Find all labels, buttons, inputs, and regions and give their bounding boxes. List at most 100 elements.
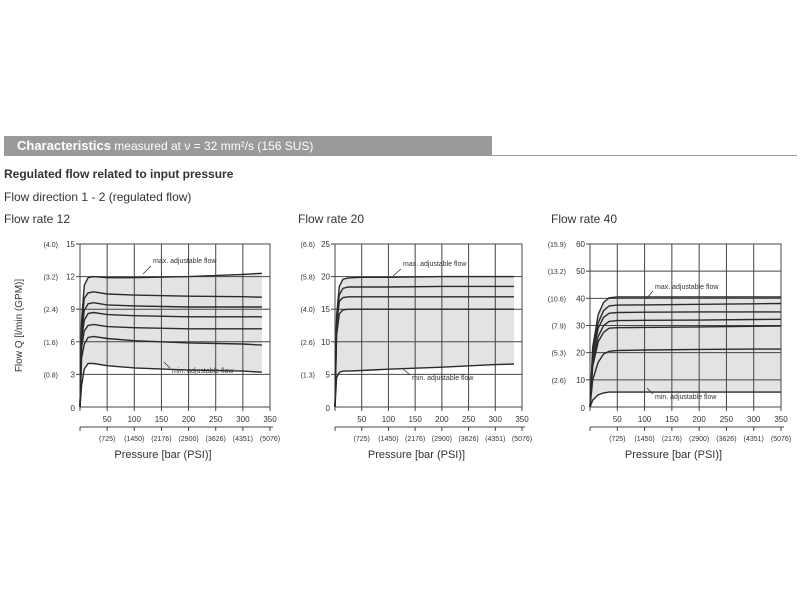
flow-curve	[79, 291, 262, 408]
chart-title-flow-rate-20: Flow rate 20	[298, 212, 365, 226]
min-flow-leader	[646, 387, 654, 395]
flow-curve	[334, 296, 514, 408]
x-tick-label: 350	[263, 415, 277, 424]
x-tick-label: 50	[103, 415, 112, 424]
psi-tick-label: (2176)	[151, 436, 171, 443]
psi-tick-label: (2176)	[405, 436, 425, 443]
flow-curve	[589, 311, 781, 408]
flow-curve	[589, 296, 781, 408]
flow-rate-40-chart: 50 100 150 200 250 300 350 0 10 (2.6) 20 (5.3) 30 (7.…	[548, 240, 791, 461]
y-tick-label: 15	[66, 240, 75, 249]
x-tick-label: 350	[515, 415, 529, 424]
section-title: Regulated flow related to input pressure	[4, 167, 234, 181]
y-tick-label-gpm: (4.0)	[44, 242, 58, 249]
x-tick-label: 350	[774, 415, 788, 424]
x-tick-label: 200	[182, 415, 196, 424]
psi-tick-label: (5076)	[512, 436, 532, 443]
y-tick-label: 50	[576, 267, 585, 276]
flow-curve	[79, 301, 262, 408]
y-tick-label: 12	[66, 273, 75, 282]
x-tick-label: 300	[747, 415, 761, 424]
plot-frame	[589, 243, 782, 408]
psi-tick-label: (3626)	[716, 436, 736, 443]
header-subtitle: measured at ν = 32 mm²/s (156 SUS)	[114, 139, 314, 153]
y-tick-label-gpm: (2.6)	[552, 378, 566, 385]
x-tick-label: 150	[155, 415, 169, 424]
x-tick-label: 100	[128, 415, 142, 424]
y-tick-label: 10	[321, 338, 330, 347]
x-axis-title: Pressure [bar (PSI)]	[368, 449, 465, 461]
flow-curve	[79, 335, 262, 408]
section-subtitle: Flow direction 1 - 2 (regulated flow)	[4, 190, 192, 204]
max-flow-leader	[392, 268, 402, 277]
chart-title-flow-rate-40: Flow rate 40	[551, 212, 618, 226]
y-tick-label: 6	[71, 338, 76, 347]
flow-curve	[79, 323, 262, 408]
flow-curve	[79, 311, 262, 408]
psi-tick-label: (5076)	[260, 436, 280, 443]
min-flow-leader	[401, 367, 411, 376]
x-tick-label: 100	[638, 415, 652, 424]
min-flow-leader	[163, 361, 171, 369]
psi-tick-label: (1450)	[124, 436, 144, 443]
header-title: Characteristics	[17, 138, 111, 153]
max-flow-label: max. adjustable flow	[655, 284, 719, 291]
min-flow-label: min. adjustable flow	[655, 394, 717, 401]
x-tick-label: 250	[720, 415, 734, 424]
y-tick-label: 20	[576, 349, 585, 358]
flow-curve	[79, 272, 262, 408]
y-tick-label-gpm: (1.6)	[44, 340, 58, 347]
flow-curve	[334, 363, 515, 408]
y-tick-label: 60	[576, 240, 585, 249]
flow-curve	[589, 325, 782, 408]
y-tick-label: 10	[576, 376, 585, 385]
x-tick-label: 50	[613, 415, 622, 424]
psi-tick-label: (2176)	[662, 436, 682, 443]
header-divider	[492, 155, 797, 156]
psi-tick-label: (725)	[354, 436, 370, 443]
flow-curve	[589, 391, 781, 408]
y-tick-label-gpm: (1.3)	[301, 372, 315, 379]
y-tick-label-gpm: (4.0)	[301, 307, 315, 314]
characteristics-header: Characteristics measured at ν = 32 mm²/s…	[4, 136, 492, 156]
x-tick-label: 250	[209, 415, 223, 424]
max-flow-leader	[142, 265, 152, 275]
psi-tick-label: (3626)	[206, 436, 226, 443]
y-tick-label-gpm: (3.2)	[44, 275, 58, 282]
x-tick-label: 300	[236, 415, 250, 424]
x-axis-title: Pressure [bar (PSI)]	[625, 449, 722, 461]
y-tick-label-gpm: (6.6)	[301, 242, 315, 249]
y-tick-label-zero: 0	[326, 404, 331, 413]
y-tick-label: 3	[71, 370, 76, 379]
y-tick-label-gpm: (2.4)	[44, 307, 58, 314]
y-tick-label-zero: 0	[71, 404, 76, 413]
y-tick-label-gpm: (0.8)	[44, 372, 58, 379]
flow-curve	[589, 318, 782, 408]
psi-tick-label: (4351)	[485, 436, 505, 443]
flow-rate-12-chart: 50 100 150 200 250 300 350 0 3 (0.8) 6 (1.6) 9 (2.4) 1…	[14, 240, 280, 461]
psi-tick-label: (1450)	[634, 436, 654, 443]
y-tick-label: 15	[321, 305, 330, 314]
psi-tick-label: (4351)	[233, 436, 253, 443]
psi-tick-label: (2900)	[689, 436, 709, 443]
x-tick-label: 150	[408, 415, 422, 424]
y-axis-title: Flow Q [l/min (GPM)]	[14, 279, 25, 373]
min-flow-label: min. adjustable flow	[412, 375, 474, 382]
y-tick-label: 20	[321, 273, 330, 282]
max-flow-label: max. adjustable flow	[403, 261, 467, 268]
x-tick-label: 200	[435, 415, 449, 424]
psi-tick-label: (2900)	[178, 436, 198, 443]
psi-tick-label: (1450)	[378, 436, 398, 443]
flow-curve	[589, 348, 781, 408]
y-tick-label: 5	[326, 370, 331, 379]
flow-rate-20-chart: 50 100 150 200 250 300 350 0 5 (1.3) 10 (2.6) 15 (4.0…	[301, 240, 533, 461]
adjustable-flow-band	[590, 296, 781, 407]
max-flow-label: max. adjustable flow	[153, 258, 217, 265]
x-tick-label: 200	[692, 415, 706, 424]
y-tick-label: 25	[321, 240, 330, 249]
flow-curve	[334, 308, 514, 408]
psi-tick-label: (725)	[99, 436, 115, 443]
plot-frame	[79, 243, 271, 408]
psi-tick-label: (2900)	[432, 436, 452, 443]
psi-tick-label: (5076)	[771, 436, 791, 443]
